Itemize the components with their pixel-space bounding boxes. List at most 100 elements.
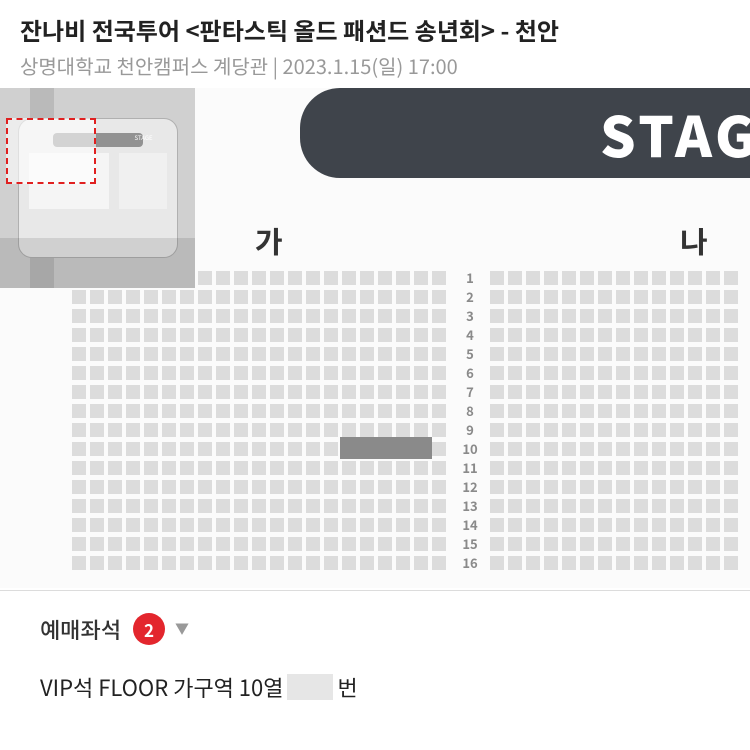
- seat[interactable]: [270, 347, 284, 361]
- seat[interactable]: [670, 385, 684, 399]
- seat[interactable]: [180, 385, 194, 399]
- seat[interactable]: [634, 271, 648, 285]
- seat[interactable]: [724, 442, 738, 456]
- seat[interactable]: [544, 480, 558, 494]
- seat[interactable]: [108, 309, 122, 323]
- seat[interactable]: [562, 290, 576, 304]
- seat[interactable]: [288, 461, 302, 475]
- seat[interactable]: [252, 480, 266, 494]
- seat[interactable]: [432, 271, 446, 285]
- seat[interactable]: [72, 480, 86, 494]
- seat[interactable]: [688, 480, 702, 494]
- seat[interactable]: [634, 442, 648, 456]
- seat[interactable]: [562, 366, 576, 380]
- seat[interactable]: [270, 556, 284, 570]
- seat[interactable]: [180, 499, 194, 513]
- seat[interactable]: [396, 480, 410, 494]
- seat[interactable]: [634, 556, 648, 570]
- seat[interactable]: [216, 404, 230, 418]
- seat[interactable]: [562, 309, 576, 323]
- seat[interactable]: [432, 347, 446, 361]
- seat[interactable]: [198, 309, 212, 323]
- seat[interactable]: [396, 499, 410, 513]
- seat[interactable]: [706, 309, 720, 323]
- seat[interactable]: [688, 385, 702, 399]
- seat[interactable]: [616, 518, 630, 532]
- seat[interactable]: [414, 404, 428, 418]
- seat[interactable]: [688, 347, 702, 361]
- seat[interactable]: [562, 271, 576, 285]
- seat[interactable]: [180, 347, 194, 361]
- seat[interactable]: [180, 461, 194, 475]
- seat[interactable]: [252, 328, 266, 342]
- seat[interactable]: [724, 461, 738, 475]
- seat[interactable]: [724, 347, 738, 361]
- seat[interactable]: [598, 556, 612, 570]
- seat[interactable]: [688, 271, 702, 285]
- seat[interactable]: [508, 518, 522, 532]
- seat[interactable]: [432, 518, 446, 532]
- seat[interactable]: [526, 309, 540, 323]
- seat[interactable]: [198, 328, 212, 342]
- seat[interactable]: [688, 518, 702, 532]
- seat[interactable]: [234, 518, 248, 532]
- seat[interactable]: [396, 290, 410, 304]
- seat[interactable]: [342, 366, 356, 380]
- seat[interactable]: [144, 518, 158, 532]
- seat[interactable]: [490, 461, 504, 475]
- seat[interactable]: [198, 404, 212, 418]
- seat[interactable]: [342, 328, 356, 342]
- seat[interactable]: [396, 423, 410, 437]
- seat[interactable]: [288, 366, 302, 380]
- seat[interactable]: [90, 556, 104, 570]
- seat[interactable]: [706, 328, 720, 342]
- seat[interactable]: [270, 480, 284, 494]
- seat[interactable]: [180, 537, 194, 551]
- seat[interactable]: [216, 537, 230, 551]
- seat[interactable]: [432, 442, 446, 456]
- seat[interactable]: [724, 385, 738, 399]
- seat[interactable]: [724, 328, 738, 342]
- seat[interactable]: [288, 423, 302, 437]
- seat[interactable]: [288, 309, 302, 323]
- seat[interactable]: [288, 442, 302, 456]
- seat[interactable]: [724, 556, 738, 570]
- seat[interactable]: [144, 556, 158, 570]
- seat[interactable]: [270, 423, 284, 437]
- seat[interactable]: [90, 461, 104, 475]
- seat[interactable]: [252, 499, 266, 513]
- seat[interactable]: [234, 309, 248, 323]
- seat[interactable]: [342, 309, 356, 323]
- seat[interactable]: [634, 423, 648, 437]
- seat[interactable]: [306, 423, 320, 437]
- seat[interactable]: [490, 347, 504, 361]
- seat[interactable]: [526, 404, 540, 418]
- seat[interactable]: [360, 556, 374, 570]
- seat[interactable]: [508, 366, 522, 380]
- seat[interactable]: [234, 537, 248, 551]
- seat[interactable]: [342, 480, 356, 494]
- seat[interactable]: [90, 499, 104, 513]
- seat[interactable]: [598, 442, 612, 456]
- seat[interactable]: [288, 499, 302, 513]
- seat[interactable]: [414, 423, 428, 437]
- seat[interactable]: [306, 347, 320, 361]
- seat[interactable]: [252, 366, 266, 380]
- seat[interactable]: [580, 385, 594, 399]
- seat[interactable]: [306, 404, 320, 418]
- seat[interactable]: [306, 366, 320, 380]
- seat[interactable]: [126, 518, 140, 532]
- seat[interactable]: [324, 423, 338, 437]
- seat[interactable]: [162, 366, 176, 380]
- seat[interactable]: [252, 461, 266, 475]
- seat[interactable]: [270, 271, 284, 285]
- seat[interactable]: [108, 556, 122, 570]
- seat[interactable]: [724, 518, 738, 532]
- seat[interactable]: [378, 404, 392, 418]
- seat[interactable]: [360, 461, 374, 475]
- seat[interactable]: [288, 480, 302, 494]
- seat[interactable]: [342, 290, 356, 304]
- seat[interactable]: [162, 480, 176, 494]
- seat[interactable]: [562, 499, 576, 513]
- seat[interactable]: [108, 480, 122, 494]
